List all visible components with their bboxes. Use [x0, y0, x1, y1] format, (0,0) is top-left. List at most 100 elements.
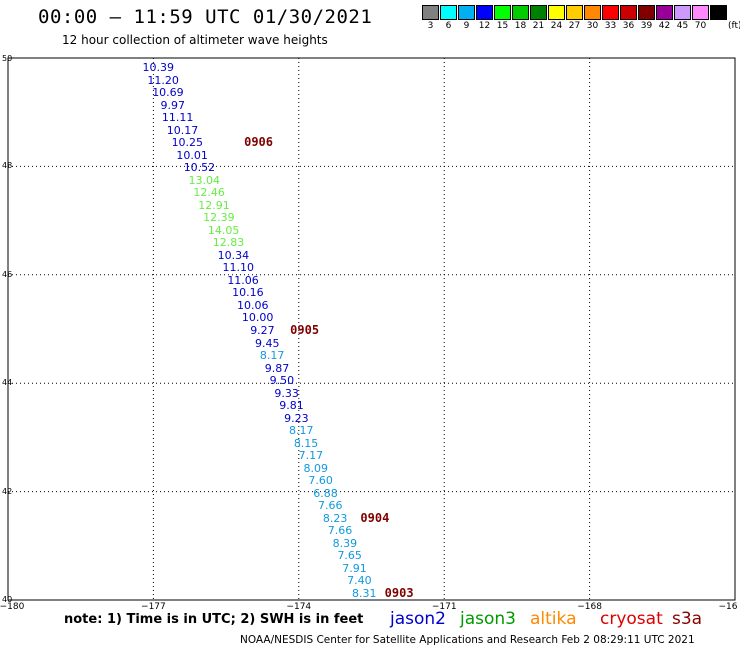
scale-swatch-label: 24	[550, 21, 563, 31]
satellite-legend-cryosat: cryosat	[600, 609, 663, 629]
pass-time-label: 0903	[384, 586, 414, 600]
wave-height-value: 10.17	[166, 123, 199, 137]
scale-swatch-label: 15	[496, 21, 509, 31]
scale-swatch-label: 36	[622, 21, 635, 31]
pass-time-label: 0904	[360, 510, 390, 525]
latitude-label: 46	[2, 269, 13, 279]
latitude-label: 48	[2, 161, 13, 171]
latitude-label: 40	[2, 595, 13, 604]
wave-height-value: 7.17	[298, 449, 324, 463]
longitude-label: −174	[286, 602, 312, 612]
scale-swatch	[584, 5, 601, 20]
wave-height-value: 10.39	[142, 61, 174, 74]
scale-swatch	[674, 5, 691, 20]
wave-height-value: 11.20	[147, 73, 179, 87]
wave-height-value: 8.15	[293, 436, 319, 450]
scale-swatch-label: 27	[568, 21, 581, 31]
scale-swatch-label: 9	[463, 21, 470, 31]
wave-height-value: 10.69	[152, 86, 184, 100]
latitude-label: 42	[2, 486, 13, 496]
wave-height-value: 8.23	[322, 511, 348, 525]
wave-height-value: 14.05	[207, 223, 240, 237]
scale-swatch	[566, 5, 583, 20]
wave-height-value: 11.10	[222, 261, 254, 275]
wave-height-value: 9.45	[255, 336, 280, 350]
map-title: 00:00 – 11:59 UTC 01/30/2021	[38, 6, 373, 28]
satellite-legend-s3a: s3a	[672, 609, 703, 629]
scale-swatch-label: 6	[445, 21, 452, 31]
note-text: note: 1) Time is in UTC; 2) SWH is in fe…	[64, 612, 364, 627]
wave-height-value: 9.81	[279, 399, 304, 413]
wave-height-value: 9.97	[160, 98, 186, 112]
scale-swatch-label: 70	[694, 21, 707, 31]
map-subtitle: 12 hour collection of altimeter wave hei…	[62, 33, 328, 47]
wave-height-value: 7.66	[318, 499, 343, 513]
wave-height-value: 12.83	[212, 236, 245, 250]
wave-height-value: 7.66	[327, 524, 353, 538]
wave-height-value: 10.16	[232, 286, 264, 300]
scale-swatch-label: 21	[532, 21, 545, 31]
pass-time-label: 0905	[290, 323, 320, 337]
wave-height-value: 6.88	[313, 486, 338, 500]
wave-height-value: 10.34	[217, 248, 250, 262]
wave-height-value: 9.87	[264, 361, 290, 375]
scale-swatch-label: 42	[658, 21, 671, 31]
satellite-legend-altika: altika	[530, 609, 577, 629]
wave-height-value: 12.46	[193, 186, 225, 200]
scale-swatch	[440, 5, 457, 20]
scale-swatch-label: 45	[676, 21, 689, 31]
wave-height-value: 9.33	[274, 386, 299, 400]
scale-swatch	[692, 5, 709, 20]
wave-height-value: 9.27	[250, 324, 275, 337]
longitude-label: −180	[0, 602, 25, 612]
wave-height-value: 9.23	[284, 411, 309, 425]
wave-height-value: 8.31	[351, 587, 377, 600]
wave-height-value: 10.52	[183, 161, 216, 175]
scale-swatch	[476, 5, 493, 20]
wave-height-value: 12.91	[198, 198, 230, 212]
wave-height-value: 7.65	[337, 549, 362, 563]
latitude-label: 44	[2, 378, 13, 388]
scale-swatch-label: 33	[604, 21, 617, 31]
pass-time-label: 0906	[244, 135, 273, 150]
satellite-legend-jason3: jason3	[460, 609, 516, 629]
scale-swatch	[422, 5, 439, 20]
footer-credit: NOAA/NESDIS Center for Satellite Applica…	[240, 634, 695, 646]
scale-unit-label: (ft)	[728, 21, 740, 31]
scale-swatch-label: 18	[514, 21, 527, 31]
wave-height-value: 10.06	[237, 298, 269, 312]
wave-height-value: 12.39	[203, 211, 235, 225]
wave-height-value: 7.40	[347, 574, 372, 588]
scale-swatch	[602, 5, 619, 20]
scale-swatch	[458, 5, 475, 20]
scale-swatch-label: 30	[586, 21, 599, 31]
longitude-label: −16	[718, 602, 738, 612]
scale-swatch-label: 3	[427, 21, 434, 31]
scale-swatch	[620, 5, 637, 20]
satellite-legend-jason2: jason2	[390, 609, 446, 629]
map-frame	[7, 57, 736, 601]
wave-height-value: 7.91	[342, 561, 367, 575]
scale-swatch	[494, 5, 511, 20]
scale-swatch	[710, 5, 727, 20]
scale-swatch	[638, 5, 655, 20]
wave-height-value: 11.06	[227, 273, 259, 287]
scale-swatch	[548, 5, 565, 20]
longitude-label: −177	[141, 602, 166, 612]
longitude-label: −168	[577, 602, 602, 612]
scale-swatch	[530, 5, 547, 20]
latitude-label: 50	[2, 54, 13, 63]
wave-height-value: 8.39	[332, 536, 358, 550]
wave-height-value: 9.50	[269, 374, 295, 388]
wave-height-value: 8.17	[259, 349, 285, 363]
scale-swatch	[656, 5, 673, 20]
wave-height-value: 13.04	[188, 173, 221, 187]
wave-height-value: 11.11	[161, 111, 194, 125]
scale-swatch-label: 12	[478, 21, 491, 31]
longitude-label: −171	[431, 602, 457, 612]
wave-height-value: 10.00	[241, 311, 274, 325]
wave-height-value: 10.25	[171, 136, 204, 150]
wave-height-value: 7.60	[308, 474, 333, 488]
